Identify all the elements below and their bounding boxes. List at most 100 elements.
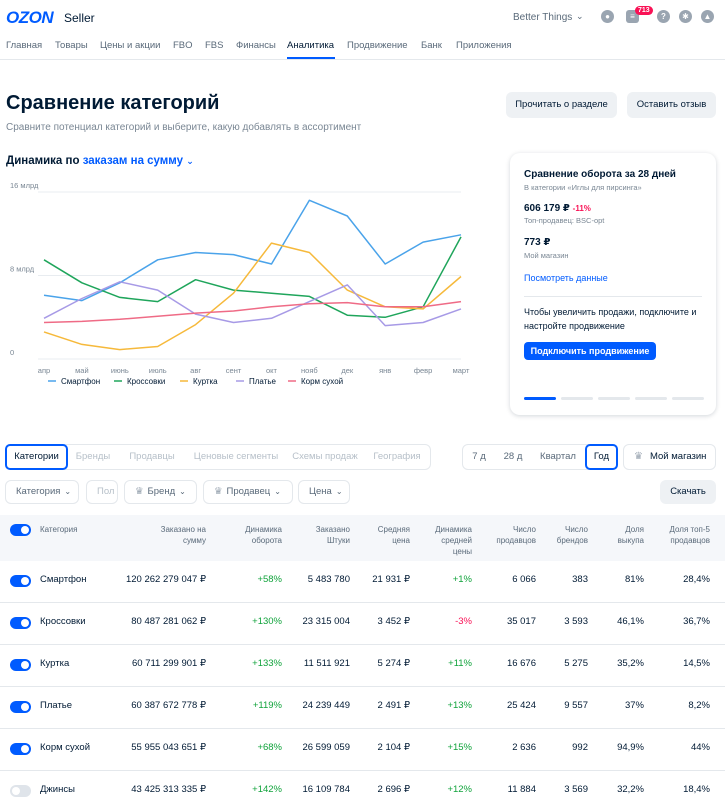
cell-turnover-dynamics: +130%	[252, 616, 282, 627]
nav-item-prices[interactable]: Цены и акции	[100, 40, 161, 51]
col-avg-price-dynamics[interactable]: Динамика средней цены	[435, 525, 472, 556]
education-icon[interactable]: ▲	[701, 10, 714, 23]
table-row[interactable]: Куртка 60 711 299 901 ₽ +133% 11 511 921 5 2…	[0, 645, 725, 687]
cell-ordered-units: 26 599 059	[302, 742, 350, 753]
tab-categories[interactable]: Категории	[5, 444, 68, 470]
period-28d[interactable]: 28 д	[503, 451, 523, 462]
gender-filter[interactable]: Пол	[86, 480, 118, 504]
carousel-dots	[524, 397, 704, 400]
seller-filter[interactable]: ♛ Продавец ⌄	[203, 480, 293, 504]
tab-geography[interactable]: География	[373, 451, 421, 462]
x-tick-label: июль	[149, 366, 167, 375]
legend-label: Куртка	[193, 377, 218, 386]
cell-brands: 383	[572, 574, 588, 585]
table-row[interactable]: Платье 60 387 672 778 ₽ +119% 24 239 449 2 4…	[0, 687, 725, 729]
view-data-link[interactable]: Посмотреть данные	[524, 273, 608, 283]
connect-promotion-button[interactable]: Подключить продвижение	[524, 342, 656, 360]
card-divider	[524, 296, 702, 297]
cell-category: Корм сухой	[40, 742, 91, 753]
select-all-toggle[interactable]	[10, 524, 31, 536]
nav-item-products[interactable]: Товары	[55, 40, 88, 51]
brand-filter-label: Бренд	[147, 486, 176, 497]
period-7d[interactable]: 7 д	[472, 451, 486, 462]
nav-item-fbs[interactable]: FBS	[205, 40, 224, 51]
ozon-logo[interactable]: OZON	[6, 8, 54, 27]
settings-icon[interactable]: ✱	[679, 10, 692, 23]
nav-item-apps[interactable]: Приложения	[456, 40, 512, 51]
cell-ordered-sum: 80 487 281 062 ₽	[131, 616, 206, 627]
row-visibility-toggle[interactable]	[10, 575, 31, 587]
col-avg-price[interactable]: Средняя цена	[377, 525, 410, 545]
cell-avg-price: 3 452 ₽	[377, 616, 410, 627]
col-buyout-share[interactable]: Доля выкупа	[617, 525, 644, 545]
help-icon[interactable]: ?	[657, 10, 670, 23]
col-sellers[interactable]: Число продавцов	[496, 525, 536, 545]
tab-sales-schemes[interactable]: Схемы продаж	[292, 451, 358, 462]
nav-item-promotion[interactable]: Продвижение	[347, 40, 408, 51]
brand-filter[interactable]: ♛ Бренд ⌄	[124, 480, 197, 504]
read-about-section-button[interactable]: Прочитать о разделе	[506, 92, 617, 118]
cell-ordered-units: 5 483 780	[307, 574, 350, 585]
col-ordered-sum[interactable]: Заказано на сумму	[160, 525, 206, 545]
cell-buyout-share: 35,2%	[617, 658, 644, 669]
profile-icon[interactable]: ●	[601, 10, 614, 23]
cell-buyout-share: 46,1%	[617, 616, 644, 627]
carousel-dot[interactable]	[635, 397, 667, 400]
table-row[interactable]: Джинсы 43 425 313 335 ₽ +142% 16 109 784 2 6…	[0, 771, 725, 800]
table-row[interactable]: Смартфон 120 262 279 047 ₽ +58% 5 483 780 21…	[0, 561, 725, 603]
page-title: Сравнение категорий	[6, 92, 220, 114]
col-turnover-dynamics[interactable]: Динамика оборота	[245, 525, 282, 545]
col-brands[interactable]: Число брендов	[556, 525, 588, 545]
cell-buyout-share: 32,2%	[617, 784, 644, 795]
table-row[interactable]: Корм сухой 55 955 043 651 ₽ +68% 26 599 059…	[0, 729, 725, 771]
price-filter[interactable]: Цена ⌄	[298, 480, 350, 504]
nav-item-bank[interactable]: Банк	[421, 40, 442, 51]
row-visibility-toggle[interactable]	[10, 785, 31, 797]
nav-item-analytics[interactable]: Аналитика	[287, 40, 335, 51]
col-ordered-units[interactable]: Заказано Штуки	[315, 525, 350, 545]
cell-ordered-sum: 60 711 299 901 ₽	[131, 658, 206, 669]
my-store-label: Мой магазин	[650, 451, 707, 462]
period-quarter[interactable]: Квартал	[540, 451, 576, 462]
cell-ordered-sum: 120 262 279 047 ₽	[125, 574, 206, 585]
col-category[interactable]: Категория	[40, 525, 78, 534]
nav-item-finance[interactable]: Финансы	[236, 40, 276, 51]
my-store-button[interactable]: ♛ Мой магазин	[623, 444, 716, 470]
col-top5-share[interactable]: Доля топ-5 продавцов	[669, 525, 710, 545]
cell-sellers: 25 424	[506, 700, 536, 711]
nav-item-fbo[interactable]: FBO	[173, 40, 193, 51]
legend-label: Платье	[249, 377, 277, 386]
gender-filter-label: Пол	[97, 486, 115, 497]
row-visibility-toggle[interactable]	[10, 659, 31, 671]
row-visibility-toggle[interactable]	[10, 617, 31, 629]
row-visibility-toggle[interactable]	[10, 701, 31, 713]
chevron-down-icon[interactable]: ⌄	[186, 156, 194, 166]
chart-metric-selector[interactable]: заказам на сумму	[82, 155, 184, 167]
notification-badge: 713	[635, 6, 653, 15]
download-button[interactable]: Скачать	[660, 480, 716, 504]
carousel-dot[interactable]	[598, 397, 630, 400]
row-visibility-toggle[interactable]	[10, 743, 31, 755]
table-row[interactable]: Кроссовки 80 487 281 062 ₽ +130% 23 315 004…	[0, 603, 725, 645]
tab-sellers[interactable]: Продавцы	[129, 451, 175, 462]
carousel-dot[interactable]	[672, 397, 704, 400]
carousel-dot[interactable]	[524, 397, 556, 400]
card-title: Сравнение оборота за 28 дней	[524, 169, 676, 180]
store-selector[interactable]: Better Things	[513, 12, 573, 23]
cell-buyout-share: 81%	[624, 574, 644, 585]
cell-ordered-units: 23 315 004	[302, 616, 350, 627]
cell-avg-price: 2 696 ₽	[377, 784, 410, 795]
chevron-down-icon: ⌄	[335, 487, 343, 496]
period-year[interactable]: Год	[585, 444, 618, 470]
category-filter[interactable]: Категория ⌄	[5, 480, 79, 504]
nav-item-home[interactable]: Главная	[6, 40, 43, 51]
cell-turnover-dynamics: +119%	[252, 700, 282, 711]
leave-feedback-button[interactable]: Оставить отзыв	[627, 92, 716, 118]
carousel-dot[interactable]	[561, 397, 593, 400]
chevron-down-icon[interactable]: ⌄	[576, 11, 584, 21]
tab-brands[interactable]: Бренды	[75, 451, 111, 462]
tab-price-segments[interactable]: Ценовые сегменты	[193, 451, 279, 462]
cell-ordered-units: 24 239 449	[302, 700, 350, 711]
top-bar: OZON Seller Better Things ⌄ ● ≡ 713 ? ✱ …	[0, 0, 725, 34]
top-seller-label: Топ-продавец: BSC-opt	[524, 216, 605, 225]
